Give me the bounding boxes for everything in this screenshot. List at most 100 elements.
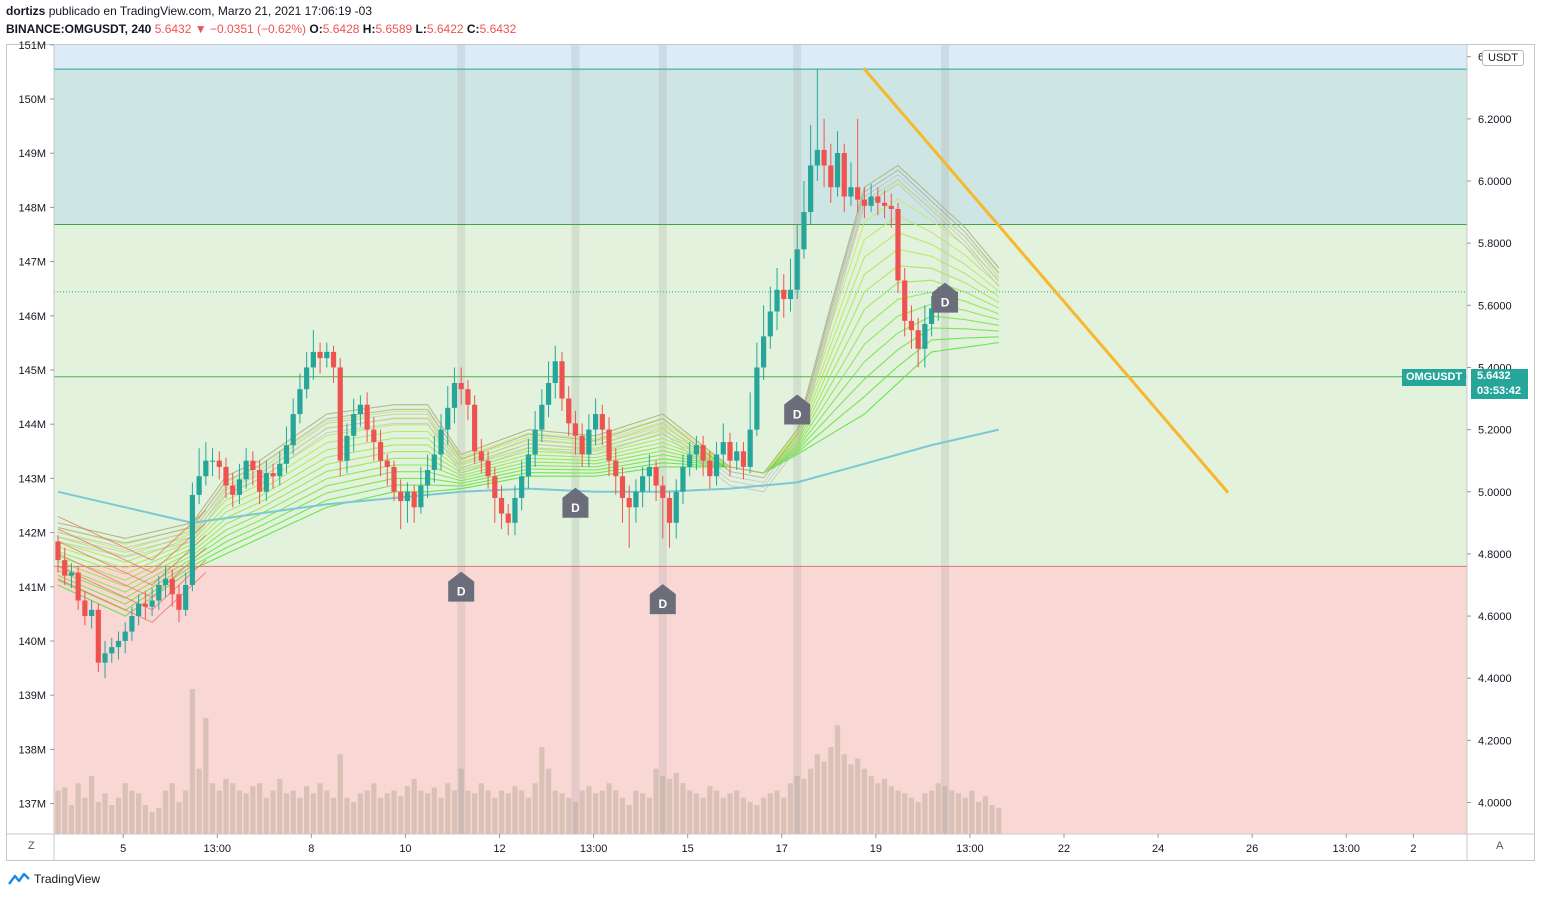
low-value: 5.6422 bbox=[426, 22, 464, 36]
volume-bar bbox=[129, 790, 135, 834]
volume-bar bbox=[330, 797, 337, 834]
volume-bar bbox=[136, 793, 142, 834]
volume-axis-tick-label: 138M bbox=[18, 744, 46, 756]
candle-body bbox=[156, 584, 162, 601]
volume-bar bbox=[209, 783, 216, 834]
publish-line: dortizs publicado en TradingView.com, Ma… bbox=[6, 4, 372, 18]
volume-bar bbox=[545, 768, 552, 834]
candle-body bbox=[848, 187, 854, 197]
volume-bar bbox=[357, 793, 363, 834]
horizontal-levels[interactable] bbox=[54, 68, 1467, 567]
volume-bar bbox=[801, 778, 807, 834]
candle-body bbox=[693, 445, 699, 455]
volume-bar bbox=[976, 802, 982, 834]
candle-body bbox=[881, 202, 888, 206]
volume-axis-tick-label: 141M bbox=[18, 582, 46, 594]
volume-bar bbox=[512, 786, 518, 834]
candle-body bbox=[666, 497, 673, 523]
last-price-tag: 5.6432 03:53:42 bbox=[1471, 369, 1528, 399]
volume-bar bbox=[532, 783, 538, 834]
symbol-label[interactable]: BINANCE:OMGUSDT, 240 bbox=[6, 22, 152, 36]
volume-bar bbox=[707, 786, 713, 834]
volume-axis-tick-label: 148M bbox=[18, 202, 46, 214]
open-value: 5.6428 bbox=[322, 22, 360, 36]
volume-bar bbox=[881, 778, 888, 834]
candle-body bbox=[183, 584, 189, 610]
volume-bar bbox=[579, 790, 585, 834]
candle-body bbox=[411, 491, 417, 508]
volume-bar bbox=[304, 786, 310, 834]
candle-body bbox=[868, 196, 874, 206]
timezone-button[interactable]: Z bbox=[28, 840, 35, 852]
candle-body bbox=[512, 497, 518, 523]
time-tick-label: 19 bbox=[870, 843, 882, 855]
volume-bar bbox=[156, 807, 162, 834]
candle-body bbox=[808, 165, 814, 213]
candle-body bbox=[351, 414, 357, 436]
candle-body bbox=[821, 149, 827, 166]
volume-bar bbox=[438, 797, 444, 834]
candles bbox=[55, 69, 941, 679]
zone-red bbox=[54, 566, 1467, 834]
volume-bar bbox=[613, 790, 619, 834]
high-value: 5.6589 bbox=[375, 22, 413, 36]
volume-bar bbox=[203, 718, 209, 834]
volume-bar bbox=[929, 790, 935, 834]
volume-bar bbox=[351, 802, 357, 834]
candle-body bbox=[310, 351, 316, 368]
time-tick-label: 13:00 bbox=[1332, 843, 1360, 855]
candle-body bbox=[277, 463, 283, 477]
volume-axis-tick-label: 142M bbox=[18, 528, 46, 540]
candle-body bbox=[445, 407, 451, 430]
time-tick-label: 13:00 bbox=[956, 843, 984, 855]
candle-body bbox=[115, 640, 122, 648]
volume-axis-tick-label: 149M bbox=[18, 148, 46, 160]
volume-bar bbox=[431, 787, 437, 834]
ema-line bbox=[57, 198, 1000, 551]
time-tick-label: 24 bbox=[1152, 843, 1164, 855]
volume-bar bbox=[337, 754, 343, 834]
d-markers[interactable]: D D D D D bbox=[448, 282, 959, 615]
candle-body bbox=[290, 414, 296, 446]
volume-axis-tick-label: 150M bbox=[18, 94, 46, 106]
ema-slow-line bbox=[57, 174, 1000, 549]
candle-body bbox=[297, 389, 303, 415]
candle-body bbox=[431, 454, 437, 470]
candle-body bbox=[519, 476, 525, 498]
candle-body bbox=[324, 351, 330, 359]
volume-bar bbox=[828, 747, 834, 834]
price-change: −0.0351 (−0.62%) bbox=[209, 22, 307, 36]
volume-axis-tick-label: 144M bbox=[18, 419, 46, 431]
volume-bars bbox=[55, 689, 1002, 834]
brand-name[interactable]: TradingView bbox=[34, 872, 101, 886]
price-tick-label: 4.2000 bbox=[1478, 735, 1512, 747]
volume-axis-tick-label: 151M bbox=[18, 40, 46, 52]
candle-body bbox=[922, 323, 928, 349]
volume-bar bbox=[257, 783, 263, 834]
author[interactable]: dortizs bbox=[6, 4, 46, 18]
auto-scale-button[interactable]: A bbox=[1496, 840, 1504, 852]
candle-body bbox=[754, 367, 760, 430]
candle-body bbox=[579, 435, 585, 455]
chart-frame bbox=[6, 44, 1535, 861]
price-tick-label: 4.0000 bbox=[1478, 798, 1512, 810]
volume-bar bbox=[653, 768, 659, 834]
candle-body bbox=[398, 491, 404, 502]
currency-label[interactable]: USDT bbox=[1482, 50, 1524, 66]
zones bbox=[54, 45, 1467, 834]
volume-bar bbox=[169, 783, 175, 834]
candle-body bbox=[142, 603, 148, 607]
volume-bar bbox=[868, 776, 874, 834]
candle-body bbox=[223, 466, 229, 486]
volume-bar bbox=[425, 793, 431, 834]
candle-body bbox=[841, 153, 847, 197]
trendline[interactable] bbox=[862, 67, 1229, 494]
candle-body bbox=[626, 497, 632, 508]
candle-body bbox=[129, 616, 135, 632]
volume-bar bbox=[445, 783, 451, 834]
volume-bar bbox=[586, 786, 592, 834]
candle-body bbox=[713, 454, 720, 477]
volume-bar bbox=[223, 778, 229, 834]
candle-body bbox=[855, 187, 861, 200]
